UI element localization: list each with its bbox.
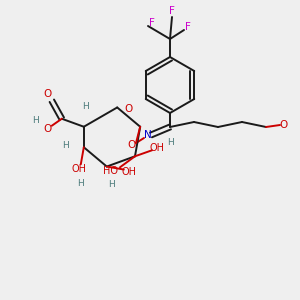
Text: H: H xyxy=(168,138,174,147)
Text: O: O xyxy=(124,104,133,114)
Text: H: H xyxy=(32,116,39,125)
Text: O: O xyxy=(280,120,288,130)
Text: F: F xyxy=(185,22,191,32)
Text: F: F xyxy=(149,18,155,28)
Text: HO: HO xyxy=(103,166,118,176)
Text: H: H xyxy=(77,179,84,188)
Text: OH: OH xyxy=(121,167,136,176)
Text: H: H xyxy=(82,102,89,111)
Text: OH: OH xyxy=(149,143,164,153)
Text: O: O xyxy=(44,124,52,134)
Text: H: H xyxy=(108,180,115,189)
Text: H: H xyxy=(62,141,69,150)
Text: OH: OH xyxy=(71,164,86,174)
Text: O: O xyxy=(128,140,136,150)
Text: O: O xyxy=(44,89,52,99)
Text: N: N xyxy=(144,130,152,140)
Text: F: F xyxy=(169,6,175,16)
